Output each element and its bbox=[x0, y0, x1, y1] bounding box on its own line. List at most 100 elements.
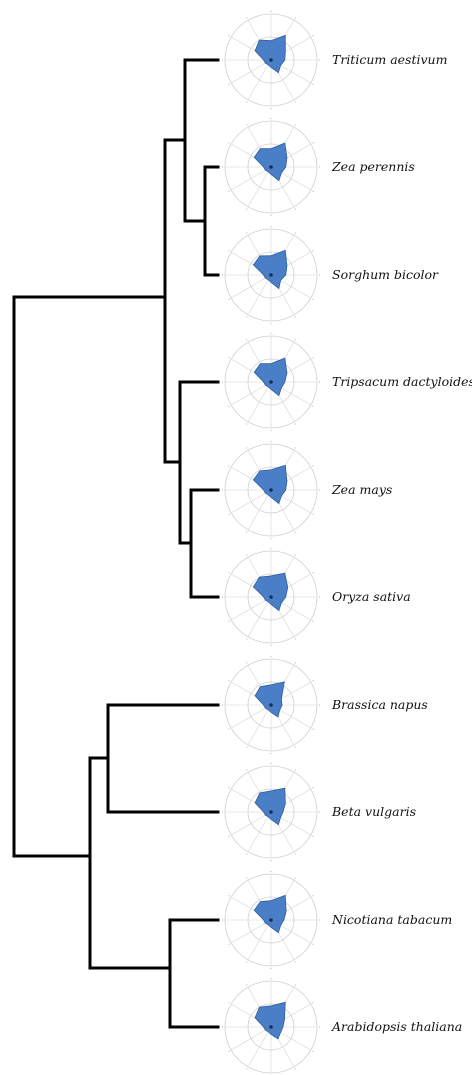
radar-axis-tick bbox=[312, 250, 314, 252]
radar-axis-tick bbox=[228, 405, 230, 407]
radar-axis-tick bbox=[246, 101, 248, 103]
radar-axis-tick bbox=[270, 977, 272, 980]
radar-center-dot bbox=[269, 1025, 273, 1029]
radar-axis-tick bbox=[294, 984, 296, 986]
radar-spoke bbox=[231, 59, 272, 84]
radar-profile-nicotiana bbox=[253, 894, 287, 934]
radar-axis-tick bbox=[246, 554, 248, 556]
radar-axis-tick bbox=[246, 877, 248, 879]
radar-axis-tick bbox=[228, 357, 230, 359]
radar-axis-tick bbox=[221, 596, 224, 598]
radar-axis-tick bbox=[312, 620, 314, 622]
radar-spoke bbox=[247, 919, 272, 960]
radar-axis-tick bbox=[294, 447, 296, 449]
radar-chart-zea-mays bbox=[221, 440, 321, 540]
radar-axis-tick bbox=[246, 531, 248, 533]
radar-axis-tick bbox=[228, 1002, 230, 1004]
radar-axis-tick bbox=[246, 208, 248, 210]
radar-axis-tick bbox=[294, 853, 296, 855]
radar-axis-tick bbox=[312, 1002, 314, 1004]
radar-axis-tick bbox=[246, 746, 248, 748]
radar-center-dot bbox=[269, 703, 273, 707]
radar-axis-tick bbox=[221, 1026, 224, 1028]
radar-axis-tick bbox=[270, 762, 272, 765]
radar-axis-tick bbox=[228, 83, 230, 85]
radar-spoke bbox=[231, 919, 272, 944]
taxon-label-arabidopsis: Arabidopsis thaliana bbox=[331, 1019, 462, 1034]
radar-spoke bbox=[231, 166, 272, 191]
radar-axis-tick bbox=[270, 214, 272, 217]
radar-axis-tick bbox=[270, 547, 272, 550]
radar-axis-tick bbox=[246, 1068, 248, 1070]
radar-axis-tick bbox=[294, 124, 296, 126]
taxon-label-zea-mays: Zea mays bbox=[331, 482, 392, 497]
radar-chart-tripsacum bbox=[221, 332, 321, 432]
radar-axis-tick bbox=[294, 638, 296, 640]
radar-spoke bbox=[247, 59, 272, 100]
radar-axis-tick bbox=[246, 662, 248, 664]
radar-axis-tick bbox=[228, 35, 230, 37]
radar-axis-tick bbox=[318, 381, 321, 383]
radar-axis-tick bbox=[228, 513, 230, 515]
taxon-label-oryza: Oryza sativa bbox=[332, 589, 411, 604]
radar-axis-tick bbox=[270, 332, 272, 335]
radar-axis-tick bbox=[294, 961, 296, 963]
radar-spoke bbox=[247, 704, 272, 745]
radar-spoke bbox=[247, 1026, 272, 1067]
radar-center-dot bbox=[269, 595, 273, 599]
radar-axis-tick bbox=[228, 787, 230, 789]
radar-chart-zea-perennis bbox=[221, 117, 321, 217]
radar-charts bbox=[221, 10, 321, 1075]
radar-axis-tick bbox=[318, 596, 321, 598]
radar-profile-tripsacum bbox=[253, 357, 288, 397]
taxon-label-zea-perennis: Zea perennis bbox=[331, 159, 415, 174]
radar-center-dot bbox=[269, 488, 273, 492]
radar-center-dot bbox=[269, 165, 273, 169]
radar-axis-tick bbox=[294, 769, 296, 771]
radar-spoke bbox=[247, 381, 272, 422]
radar-axis-tick bbox=[294, 339, 296, 341]
radar-axis-tick bbox=[221, 166, 224, 168]
radar-axis-tick bbox=[312, 298, 314, 300]
radar-axis-tick bbox=[228, 465, 230, 467]
radar-chart-arabidopsis bbox=[221, 977, 321, 1075]
radar-profile-brassica bbox=[254, 681, 285, 718]
radar-axis-tick bbox=[270, 870, 272, 873]
radar-axis-tick bbox=[221, 811, 224, 813]
radar-axis-tick bbox=[318, 704, 321, 706]
radar-chart-triticum bbox=[221, 10, 321, 110]
radar-axis-tick bbox=[228, 895, 230, 897]
radar-axis-tick bbox=[312, 35, 314, 37]
radar-chart-sorghum bbox=[221, 225, 321, 325]
radar-axis-tick bbox=[228, 298, 230, 300]
radar-spoke bbox=[247, 166, 272, 207]
radar-axis-tick bbox=[228, 620, 230, 622]
radar-axis-tick bbox=[294, 531, 296, 533]
radar-axis-tick bbox=[228, 142, 230, 144]
radar-axis-tick bbox=[228, 943, 230, 945]
taxon-label-beta: Beta vulgaris bbox=[331, 804, 416, 819]
radar-axis-tick bbox=[294, 877, 296, 879]
radar-axis-tick bbox=[270, 655, 272, 658]
radar-axis-tick bbox=[221, 381, 224, 383]
radar-axis-tick bbox=[312, 357, 314, 359]
radar-axis-tick bbox=[246, 124, 248, 126]
phylogenetic-tree bbox=[12, 58, 220, 1029]
radar-axis-tick bbox=[270, 322, 272, 325]
radar-axis-tick bbox=[312, 83, 314, 85]
radar-axis-tick bbox=[228, 728, 230, 730]
radar-axis-tick bbox=[246, 769, 248, 771]
radar-spoke bbox=[247, 596, 272, 637]
radar-axis-tick bbox=[270, 107, 272, 110]
radar-axis-tick bbox=[312, 680, 314, 682]
radar-axis-tick bbox=[270, 429, 272, 432]
radar-axis-tick bbox=[312, 943, 314, 945]
radar-axis-tick bbox=[318, 1026, 321, 1028]
radar-axis-tick bbox=[270, 967, 272, 970]
radar-axis-tick bbox=[294, 316, 296, 318]
radar-axis-tick bbox=[318, 489, 321, 491]
radar-axis-tick bbox=[312, 142, 314, 144]
radar-chart-brassica bbox=[221, 655, 321, 755]
radar-axis-tick bbox=[318, 166, 321, 168]
